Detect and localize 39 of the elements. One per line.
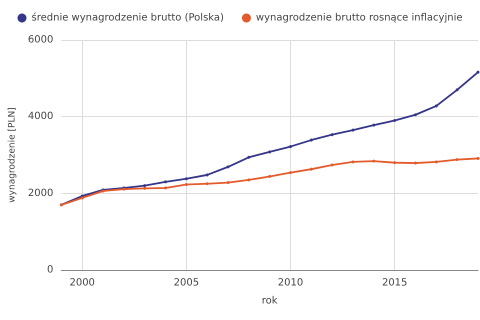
point xyxy=(268,150,272,154)
y-tick-label: 6000 xyxy=(28,34,54,46)
point xyxy=(310,138,313,142)
y-tick-label: 0 xyxy=(46,264,54,276)
point xyxy=(330,133,334,136)
point xyxy=(226,165,230,168)
point xyxy=(289,171,292,174)
point xyxy=(414,113,417,116)
legend-label: wynagrodzenie brutto rosnące inflacyjnie xyxy=(256,12,463,24)
point xyxy=(476,156,480,160)
point xyxy=(164,180,168,184)
point xyxy=(393,161,396,164)
point xyxy=(352,160,355,164)
point xyxy=(352,128,355,132)
point xyxy=(226,181,230,184)
point xyxy=(456,158,459,162)
point xyxy=(372,160,376,163)
point xyxy=(310,168,313,171)
point xyxy=(247,178,250,182)
point xyxy=(143,186,146,190)
x-axis-title: rok xyxy=(262,296,278,306)
point xyxy=(434,160,438,164)
x-tick-label: 2015 xyxy=(382,278,408,288)
x-tick-label: 2000 xyxy=(69,278,95,288)
point xyxy=(476,70,480,74)
y-tick-label: 4000 xyxy=(28,111,54,122)
point xyxy=(434,104,438,108)
point xyxy=(247,156,250,159)
x-tick-label: 2010 xyxy=(278,278,304,288)
point xyxy=(143,184,146,188)
y-axis-title: wynagrodzenie [PLN] xyxy=(8,107,18,203)
point xyxy=(372,124,376,127)
y-tick-label: 2000 xyxy=(28,188,54,199)
legend-label: średnie wynagrodzenie brutto (Polska) xyxy=(32,12,224,24)
line-series xyxy=(60,156,480,206)
point xyxy=(206,173,209,176)
point xyxy=(456,88,459,92)
point xyxy=(289,145,292,148)
x-tick-label: 2005 xyxy=(174,278,200,288)
